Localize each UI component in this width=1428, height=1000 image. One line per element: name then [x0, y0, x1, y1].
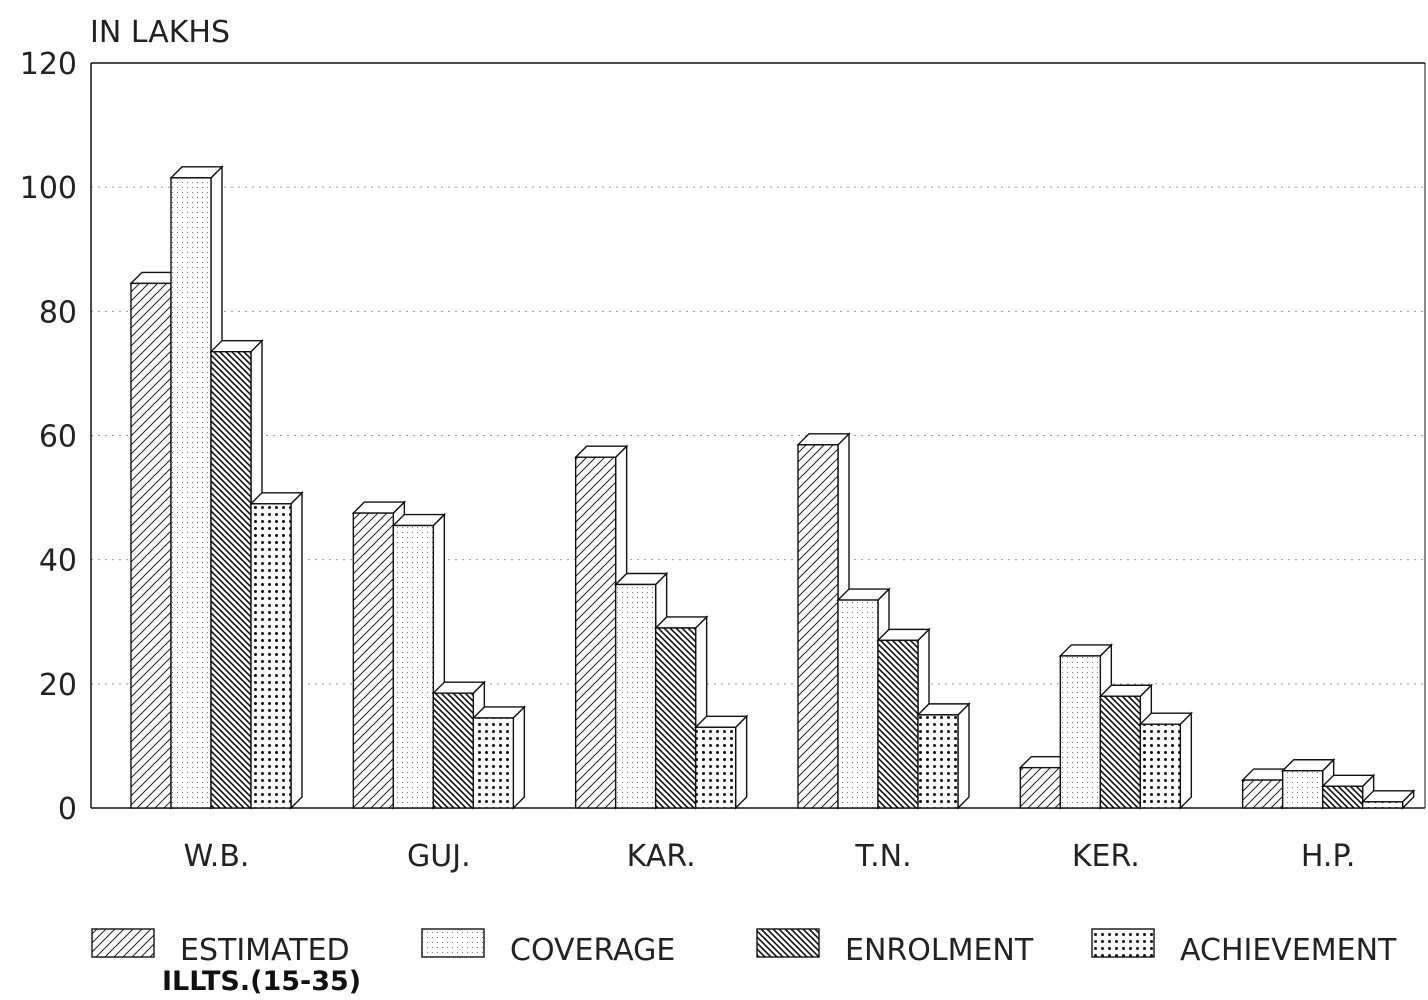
legend-label: COVERAGE	[510, 933, 675, 968]
bar	[250, 503, 292, 809]
bar-side	[1179, 711, 1193, 810]
bar-side	[290, 491, 303, 810]
y-tick-label: 20	[39, 668, 77, 703]
bar	[1059, 655, 1102, 809]
legend-sublabel: ILLTS.(15-35)	[162, 966, 361, 997]
y-tick-label: 80	[39, 295, 77, 330]
bar-side	[957, 702, 970, 810]
bar	[210, 350, 252, 809]
bar	[1099, 695, 1142, 809]
legend-label: ENROLMENT	[845, 933, 1034, 968]
legend-label: ESTIMATED	[180, 933, 350, 968]
x-tick-label: W.B.	[184, 839, 250, 874]
x-tick-label: T.N.	[854, 839, 911, 874]
legend-swatch	[421, 928, 485, 958]
bar	[1019, 766, 1062, 809]
bar-side	[512, 705, 526, 810]
bar	[837, 599, 879, 809]
bar	[574, 456, 617, 809]
bars	[129, 165, 1416, 810]
y-axis-ticks: 0 20 40 60 80 100 120	[20, 47, 77, 827]
bar	[614, 583, 657, 809]
bar	[432, 692, 475, 809]
x-tick-label: H.P.	[1301, 839, 1356, 874]
bar	[392, 524, 435, 809]
bar	[1321, 785, 1364, 809]
bar	[472, 717, 515, 809]
bar	[170, 177, 212, 809]
y-unit-label: IN LAKHS	[90, 15, 230, 50]
bar	[694, 726, 737, 809]
bar	[1281, 770, 1324, 809]
gridlines	[91, 186, 1425, 685]
y-tick-label: 40	[39, 544, 77, 579]
y-tick-label: 120	[20, 47, 77, 82]
bar	[877, 639, 919, 809]
y-tick-label: 0	[58, 792, 77, 827]
bar	[654, 627, 697, 809]
bar	[1361, 801, 1404, 809]
bar	[352, 512, 395, 809]
bar	[1241, 779, 1284, 809]
bar	[130, 282, 172, 809]
plot-frame	[90, 62, 1426, 809]
x-tick-label: KER.	[1072, 839, 1140, 874]
legend-swatch	[1091, 928, 1155, 958]
y-tick-label: 60	[39, 420, 77, 455]
legend-label: ACHIEVEMENT	[1180, 933, 1397, 968]
x-axis-labels: W.B. GUJ. KAR. T.N. KER. H.P.	[184, 839, 1356, 874]
x-tick-label: KAR.	[627, 839, 696, 874]
bar	[797, 444, 839, 809]
y-tick-label: 100	[20, 171, 77, 206]
bar	[1139, 723, 1182, 809]
bar	[917, 714, 959, 809]
legend-swatch	[756, 928, 820, 958]
legend-swatch	[91, 928, 155, 958]
x-tick-label: GUJ.	[407, 839, 471, 874]
bar-side	[734, 714, 748, 810]
